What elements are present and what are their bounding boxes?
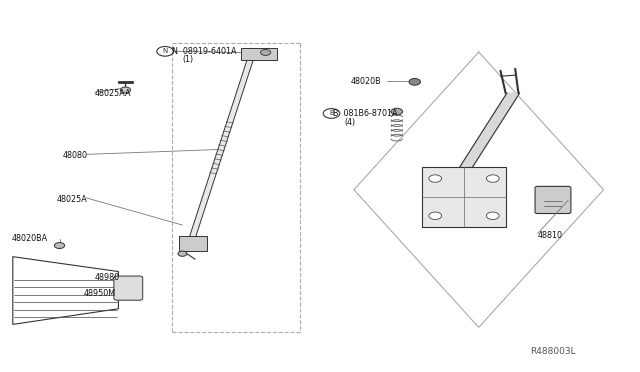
Polygon shape (460, 93, 520, 167)
Circle shape (178, 251, 187, 256)
Text: N  08919-6401A: N 08919-6401A (172, 47, 236, 56)
Circle shape (409, 78, 420, 85)
FancyBboxPatch shape (179, 236, 207, 251)
Text: 48980: 48980 (95, 273, 120, 282)
FancyBboxPatch shape (535, 186, 571, 214)
Text: (1): (1) (182, 55, 193, 64)
FancyBboxPatch shape (114, 276, 143, 300)
Text: (4): (4) (344, 118, 355, 126)
Circle shape (486, 175, 499, 182)
Circle shape (391, 108, 403, 115)
Circle shape (429, 175, 442, 182)
Polygon shape (188, 57, 254, 243)
Text: N: N (163, 48, 168, 54)
Circle shape (429, 212, 442, 219)
Text: 48020B: 48020B (351, 77, 381, 86)
Text: B: B (329, 110, 334, 116)
Text: 48025AA: 48025AA (95, 89, 131, 98)
Text: 48025A: 48025A (56, 195, 87, 203)
Text: 48810: 48810 (538, 231, 563, 240)
Circle shape (157, 46, 173, 56)
Circle shape (120, 87, 131, 93)
Text: R488003L: R488003L (531, 347, 576, 356)
Text: 48080: 48080 (63, 151, 88, 160)
Circle shape (260, 49, 271, 55)
FancyBboxPatch shape (422, 167, 506, 227)
Text: B  081B6-8701A: B 081B6-8701A (333, 109, 397, 118)
Text: 48020BA: 48020BA (12, 234, 47, 243)
Circle shape (54, 243, 65, 248)
Circle shape (323, 109, 340, 118)
Polygon shape (13, 257, 118, 324)
Circle shape (486, 212, 499, 219)
FancyBboxPatch shape (241, 48, 277, 60)
Text: 48950M: 48950M (83, 289, 115, 298)
